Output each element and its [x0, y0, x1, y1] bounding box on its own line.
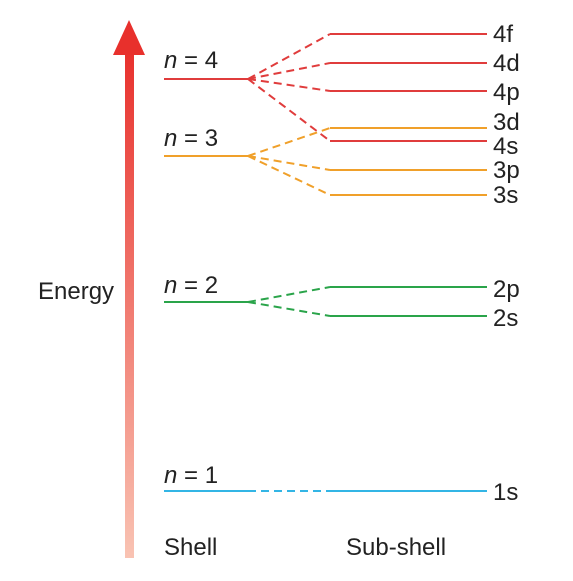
subshell-column-label: Sub-shell: [346, 534, 446, 561]
split-connector: [247, 155, 331, 171]
subshell-label-3d: 3d: [493, 109, 520, 136]
energy-arrow-shaft: [125, 48, 134, 558]
split-connector: [247, 78, 331, 142]
shell-label: n = 4: [164, 47, 218, 74]
energy-arrow-head: [113, 20, 145, 55]
subshell-label-4p: 4p: [493, 79, 520, 106]
shell-n3: n = 3: [164, 125, 487, 196]
subshell-label-4f: 4f: [493, 21, 513, 48]
subshell-label-4s: 4s: [493, 133, 518, 160]
shell-n4: n = 4: [164, 33, 487, 142]
split-connector: [247, 33, 331, 80]
split-connector: [247, 301, 331, 317]
subshell-label-1s: 1s: [493, 479, 518, 506]
shell-n1: n = 1: [164, 462, 487, 492]
subshell-labels: 4f 4d 4p 3d 4s 3p 3s 2p 2s 1s: [493, 21, 520, 506]
subshell-label-3p: 3p: [493, 157, 520, 184]
shell-label: n = 3: [164, 125, 218, 152]
shell-column-label: Shell: [164, 534, 217, 561]
shell-n2: n = 2: [164, 272, 487, 317]
shell-label: n = 2: [164, 272, 218, 299]
energy-axis-label: Energy: [38, 278, 114, 305]
split-connector: [247, 155, 331, 196]
shell-label: n = 1: [164, 462, 218, 489]
split-connector: [247, 78, 331, 92]
subshell-label-3s: 3s: [493, 182, 518, 209]
split-connector: [247, 286, 331, 303]
subshell-label-2s: 2s: [493, 305, 518, 332]
subshell-label-2p: 2p: [493, 276, 520, 303]
split-connector: [247, 62, 331, 80]
split-connector: [247, 127, 331, 157]
subshell-label-4d: 4d: [493, 50, 520, 77]
